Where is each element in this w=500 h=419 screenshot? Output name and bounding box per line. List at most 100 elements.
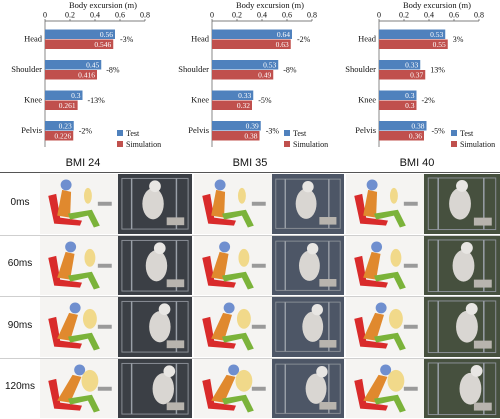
dummy-leg <box>473 217 492 226</box>
occupant-model-icon <box>202 179 266 228</box>
data-label-simulation: 0.416 <box>78 71 95 80</box>
time-label: 0ms <box>10 196 30 208</box>
dashboard-shape <box>403 386 418 391</box>
seat-shape <box>354 193 388 226</box>
airbag-shape <box>388 308 403 329</box>
data-label-simulation: 0.3 <box>405 101 415 110</box>
bar-simulation <box>45 131 74 141</box>
data-label-simulation: 0.226 <box>54 132 71 141</box>
airbag-shape <box>238 248 250 267</box>
torso-shape <box>363 374 388 403</box>
category-label: Head <box>191 34 210 44</box>
data-label-simulation: 0.36 <box>409 132 422 141</box>
x-axis-title: Body excursion (m) <box>236 0 304 10</box>
category-label: Pelvis <box>355 125 376 135</box>
bar-simulation <box>212 100 252 110</box>
difference-label: -8% <box>106 66 120 75</box>
seat-shape <box>354 316 388 349</box>
dummy-body <box>449 187 471 220</box>
torso-shape <box>57 312 79 341</box>
airbag-shape <box>237 187 246 204</box>
test-dummy-icon <box>427 177 497 231</box>
test-photo-panel <box>424 358 500 418</box>
test-dummy-icon <box>275 301 341 352</box>
data-label-test: 0.56 <box>100 30 113 39</box>
dummy-leg <box>166 340 185 349</box>
simulation-panel <box>194 174 272 234</box>
simulation-panel <box>40 297 118 357</box>
dashboard-shape <box>251 386 266 391</box>
dashboard-shape <box>403 263 418 268</box>
x-tick-label: 0 <box>377 11 381 20</box>
data-label-simulation: 0.37 <box>410 71 423 80</box>
bar-simulation <box>379 100 417 110</box>
airbag-shape <box>390 248 402 267</box>
seat-shape <box>48 255 82 288</box>
dummy-body <box>456 310 478 343</box>
leg-shape <box>222 209 254 228</box>
rig-frame <box>121 362 189 415</box>
dashboard-shape <box>97 201 112 206</box>
difference-label: 13% <box>430 66 445 75</box>
test-photo-panel <box>424 235 500 295</box>
simulation-panel <box>194 358 272 418</box>
seat-shape <box>48 378 82 411</box>
seat-shape <box>48 193 82 226</box>
data-label-test: 0.38 <box>411 122 424 131</box>
airbag-shape <box>235 369 253 392</box>
category-label: Head <box>24 34 43 44</box>
leg-shape <box>68 271 100 290</box>
seat-shape <box>202 193 236 226</box>
dashboard-shape <box>251 263 266 268</box>
x-tick-label: 0.6 <box>282 11 292 20</box>
legend-swatch-simulation <box>284 141 290 147</box>
frame-cell <box>346 297 500 357</box>
dummy-head <box>316 365 328 377</box>
test-dummy-icon <box>275 363 341 414</box>
rig-frame <box>427 238 497 292</box>
torso-shape <box>363 189 378 218</box>
simulation-frames-grid: 0ms 60ms 90ms 120ms <box>0 172 500 419</box>
row-divider <box>0 357 500 359</box>
head-shape <box>74 363 86 375</box>
category-label: Knee <box>24 95 42 105</box>
rig-frame <box>275 363 341 414</box>
occupant-model-icon <box>202 240 266 290</box>
simulation-panel <box>346 297 424 357</box>
difference-label: -13% <box>88 96 106 105</box>
frame-cell <box>346 235 500 295</box>
test-dummy-icon <box>121 239 189 292</box>
dashboard-shape <box>403 324 418 329</box>
airbag-shape <box>389 187 398 204</box>
test-photo-panel <box>272 297 344 357</box>
bar-simulation <box>379 70 426 80</box>
dummy-body <box>142 188 164 220</box>
difference-label: -2% <box>422 96 436 105</box>
legend-swatch-test <box>451 130 457 136</box>
dummy-head <box>302 181 314 193</box>
dashboard-shape <box>251 201 266 206</box>
frame-cell <box>346 174 500 234</box>
data-label-test: 0.45 <box>86 61 99 70</box>
bmi-label-35: BMI 35 <box>232 157 268 169</box>
occupant-model-icon <box>354 179 418 228</box>
dummy-leg <box>473 279 492 288</box>
simulation-panel <box>40 235 118 295</box>
difference-label: 3% <box>453 35 464 44</box>
leg-shape <box>222 394 254 413</box>
frame-cell <box>194 297 344 357</box>
airbag-shape <box>236 308 251 329</box>
bar-simulation <box>45 70 97 80</box>
head-shape <box>375 302 387 314</box>
dummy-leg <box>473 340 492 349</box>
dummy-body <box>305 373 327 404</box>
dummy-head <box>306 242 319 254</box>
airbag-shape <box>82 308 97 329</box>
dashboard-shape <box>97 324 112 329</box>
frame-cell <box>40 174 192 234</box>
rig-frame <box>121 300 189 353</box>
head-shape <box>69 302 81 314</box>
row-divider <box>0 296 500 297</box>
